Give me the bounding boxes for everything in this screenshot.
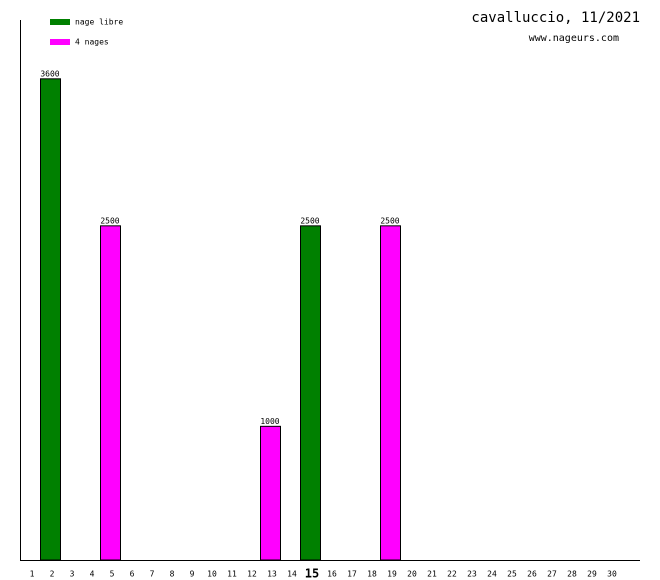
x-tick-label: 17: [347, 570, 357, 579]
legend-swatch: [50, 19, 70, 25]
x-tick-label: 22: [447, 570, 457, 579]
x-tick-label: 26: [527, 570, 537, 579]
x-tick-label: 14: [287, 570, 297, 579]
x-tick-label: 21: [427, 570, 437, 579]
value-label: 2500: [300, 216, 319, 225]
x-tick-label: 24: [487, 570, 497, 579]
bar: [100, 225, 121, 561]
legend-label: nage libre: [75, 18, 123, 27]
x-tick-label: 3: [70, 570, 75, 579]
x-tick-label: 28: [567, 570, 577, 579]
x-tick-label: 1: [30, 570, 35, 579]
x-tick-label: 12: [247, 570, 257, 579]
x-tick-label: 19: [387, 570, 397, 579]
x-tick-label: 13: [267, 570, 277, 579]
x-tick-label: 11: [227, 570, 237, 579]
x-tick-label: 29: [587, 570, 597, 579]
x-tick-label: 23: [467, 570, 477, 579]
x-tick-label: 6: [130, 570, 135, 579]
x-tick-label: 20: [407, 570, 417, 579]
x-tick-label: 9: [190, 570, 195, 579]
chart-subtitle: www.nageurs.com: [529, 33, 619, 44]
x-tick-label: 15: [305, 567, 319, 580]
x-tick-label: 8: [170, 570, 175, 579]
legend-swatch: [50, 39, 70, 45]
x-tick-label: 27: [547, 570, 557, 579]
x-tick-label: 5: [110, 570, 115, 579]
bar: [300, 225, 321, 561]
x-tick-label: 7: [150, 570, 155, 579]
legend-label: 4 nages: [75, 38, 109, 47]
x-tick-label: 30: [607, 570, 617, 579]
x-tick-label: 2: [50, 570, 55, 579]
x-tick-label: 25: [507, 570, 517, 579]
value-label: 1000: [260, 417, 279, 426]
x-tick-label: 4: [90, 570, 95, 579]
x-tick-label: 10: [207, 570, 217, 579]
value-label: 2500: [380, 216, 399, 225]
chart-title: cavalluccio, 11/2021: [471, 10, 640, 26]
bar: [260, 425, 281, 561]
x-tick-label: 16: [327, 570, 337, 579]
value-label: 3600: [40, 69, 59, 78]
x-tick-label: 18: [367, 570, 377, 579]
bar: [40, 78, 61, 561]
bar: [380, 225, 401, 561]
value-label: 2500: [100, 216, 119, 225]
